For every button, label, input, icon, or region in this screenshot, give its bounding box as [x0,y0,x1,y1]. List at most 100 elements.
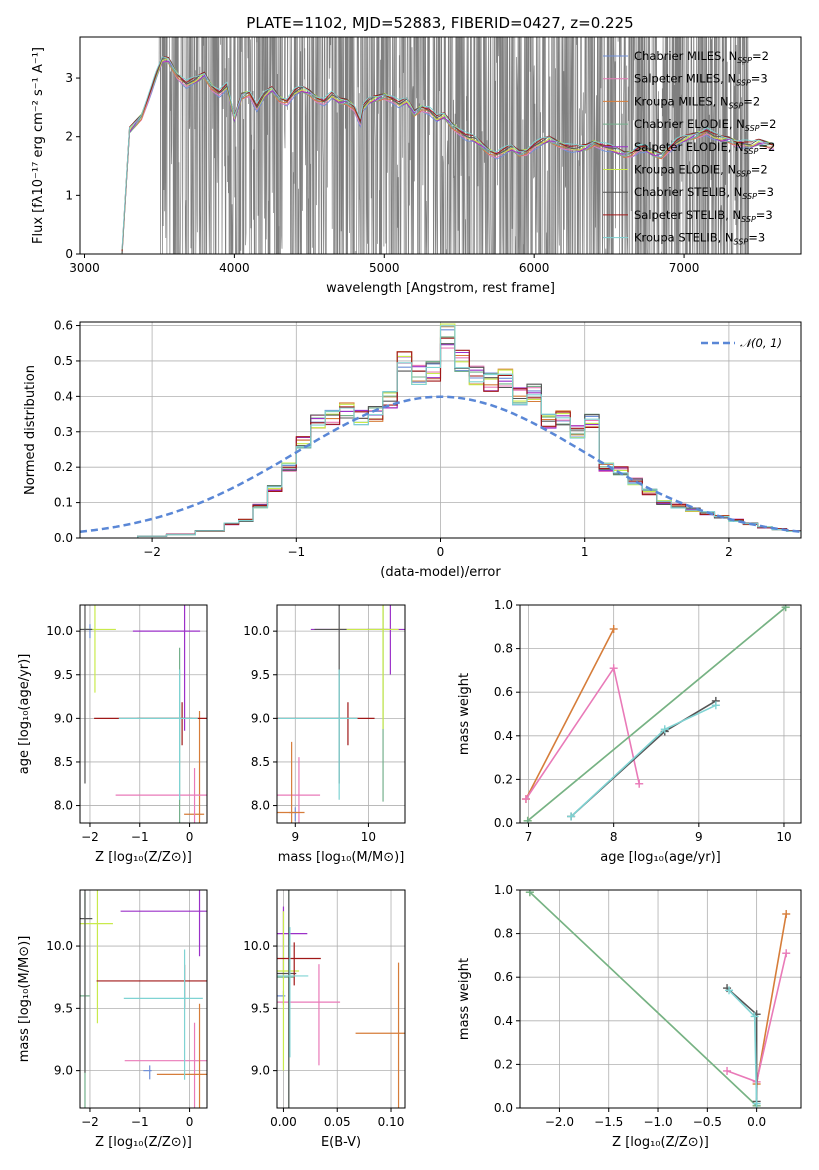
weight-marker [523,816,532,823]
observed-spectrum-line [84,37,775,254]
y-tick-label: 9.5 [54,1001,73,1015]
residual-histogram-panel: −2 −1 0 1 2 0.0 0.1 0.2 0.3 0.4 0.5 0.6 (data-model)… [23,319,802,580]
plot-area [80,323,801,538]
weight-line-4 [529,891,758,1107]
y-tick-label: 8.5 [251,755,270,769]
weight-line-1 [525,628,615,800]
plot-area [80,605,207,823]
y-tick-label: 0.1 [54,496,73,510]
data-point-7 [314,605,347,784]
x-axis-label: E(B-V) [321,1135,361,1150]
x-axis-label: Z [log₁₀(Z/Z⊙)] [95,850,192,865]
axes-frame [519,889,802,1109]
y-tick-label: 1.0 [494,883,513,897]
x-tick-label: −0.5 [693,1115,722,1129]
axes-frame [519,604,802,824]
axes-frame [79,889,208,1109]
normal-curve [80,395,801,534]
y-axis-label: Flux [fλ10⁻¹⁷ erg cm⁻² s⁻¹ A⁻¹] [31,47,46,244]
legend-entry-3: Kroupa MILES, NSSP=2 [634,94,760,110]
data-point-2 [124,1022,207,1108]
x-tick-label: −1 [131,1115,149,1129]
histogram-step-9 [80,325,801,538]
y-tick-label: 10.0 [46,939,73,953]
weight-marker [782,909,791,918]
y-axis-label: Normed distribution [23,365,38,495]
y-axis-label: age [log₁₀(age/yr)] [17,654,32,775]
y-tick-label: 0.0 [54,531,73,545]
x-tick-label: 0 [186,830,194,844]
x-tick-label: 1 [581,545,589,559]
y-tick-label: 0.0 [494,816,513,830]
weight-marker [609,624,618,633]
legend-entry-5: Salpeter ELODIE, NSSP=2 [634,140,775,156]
spectrum-panel: 3000 4000 5000 6000 7000 0 1 2 3 wavelength [Angs… [31,36,802,296]
y-tick-label: 9.0 [251,711,270,725]
x-tick-label: −2.0 [545,1115,574,1129]
y-tick-label: 1.0 [494,598,513,612]
weight-marker [752,1099,761,1108]
x-tick-label: −2 [143,545,161,559]
y-tick-label: 9.0 [251,1064,270,1078]
weight-line-6 [570,704,717,818]
y-tick-label: 0.6 [494,970,513,984]
x-axis-label: (data-model)/error [380,565,501,580]
x-tick-label: −1.0 [643,1115,672,1129]
x-tick-label: 0.00 [270,1115,297,1129]
weight-marker [660,725,669,734]
data-point-5 [310,605,405,675]
x-tick-label: 9 [695,830,703,844]
x-tick-label: 3000 [69,261,100,275]
y-tick-label: 10.0 [243,624,270,638]
x-tick-label: −2 [81,830,99,844]
y-tick-label: 0.4 [54,389,73,403]
weight-line-4 [527,606,787,822]
plot-area [277,605,405,823]
data-point-8 [94,702,207,746]
weight-marker [725,986,734,995]
plot-area [521,605,790,823]
data-point-2 [80,605,116,693]
x-tick-label: 8 [610,830,618,844]
x-tick-label: 10 [776,830,791,844]
y-tick-label: 10.0 [243,939,270,953]
y-tick-label: 0.3 [54,425,73,439]
plot-area [525,890,791,1108]
x-axis-label: wavelength [Angstrom, rest frame] [326,281,555,296]
legend-entry-8: Salpeter STELIB, NSSP=3 [634,208,773,224]
data-point-6 [132,605,201,731]
y-axis-label: mass weight [457,673,472,755]
y-tick-label: 0 [65,247,73,261]
y-tick-label: 0.6 [54,319,73,333]
x-tick-label: −1.5 [594,1115,623,1129]
data-point-6 [330,605,399,729]
y-tick-label: 0.4 [494,729,513,743]
plot-area [84,37,775,254]
data-point-1 [143,1065,152,1080]
axes-frame [276,604,406,824]
legend-entry-9: Kroupa STELIB, NSSP=3 [634,231,765,247]
x-tick-label: 7 [525,830,533,844]
mass-age-panel: 9 10 8.0 8.5 9.0 9.5 10.0 mass [log₁₀(M/M⊙)] [243,604,406,865]
z-mass-panel: −2 −1 0 9.0 9.5 10.0 Z [log₁₀(Z/Z⊙)] mass [log₁… [17,889,208,1150]
x-axis-label: Z [log₁₀(Z/Z⊙)] [612,1135,709,1150]
data-point-2 [277,964,341,1066]
weight-line-1 [755,913,787,1085]
weight-marker [782,949,791,958]
axes-frame [79,36,802,255]
plot-area [277,890,405,1108]
normal-legend-label: 𝒩(0, 1) [740,336,782,350]
x-tick-label: 0 [437,545,445,559]
y-tick-label: 0.0 [494,1101,513,1115]
data-point-5 [115,768,207,823]
z-weight-panel: −2.0 −1.5 −1.0 −0.5 0.0 0.0 0.2 0.4 0.6 0.8 1.0 Z [… [457,883,802,1150]
z-age-panel: −2 −1 0 8.0 8.5 9.0 9.5 10.0 Z [log₁₀(Z/Z⊙)] age … [17,604,208,865]
x-tick-label: 2 [725,545,733,559]
ebv-mass-panel: 0.00 0.05 0.10 9.0 9.5 10.0 E(B-V) [243,889,406,1150]
data-point-7 [80,605,93,784]
x-axis-label: age [log₁₀(age/yr)] [600,850,721,865]
x-tick-label: −1 [131,830,149,844]
y-tick-label: 9.0 [54,711,73,725]
weight-line-6 [728,989,758,1104]
